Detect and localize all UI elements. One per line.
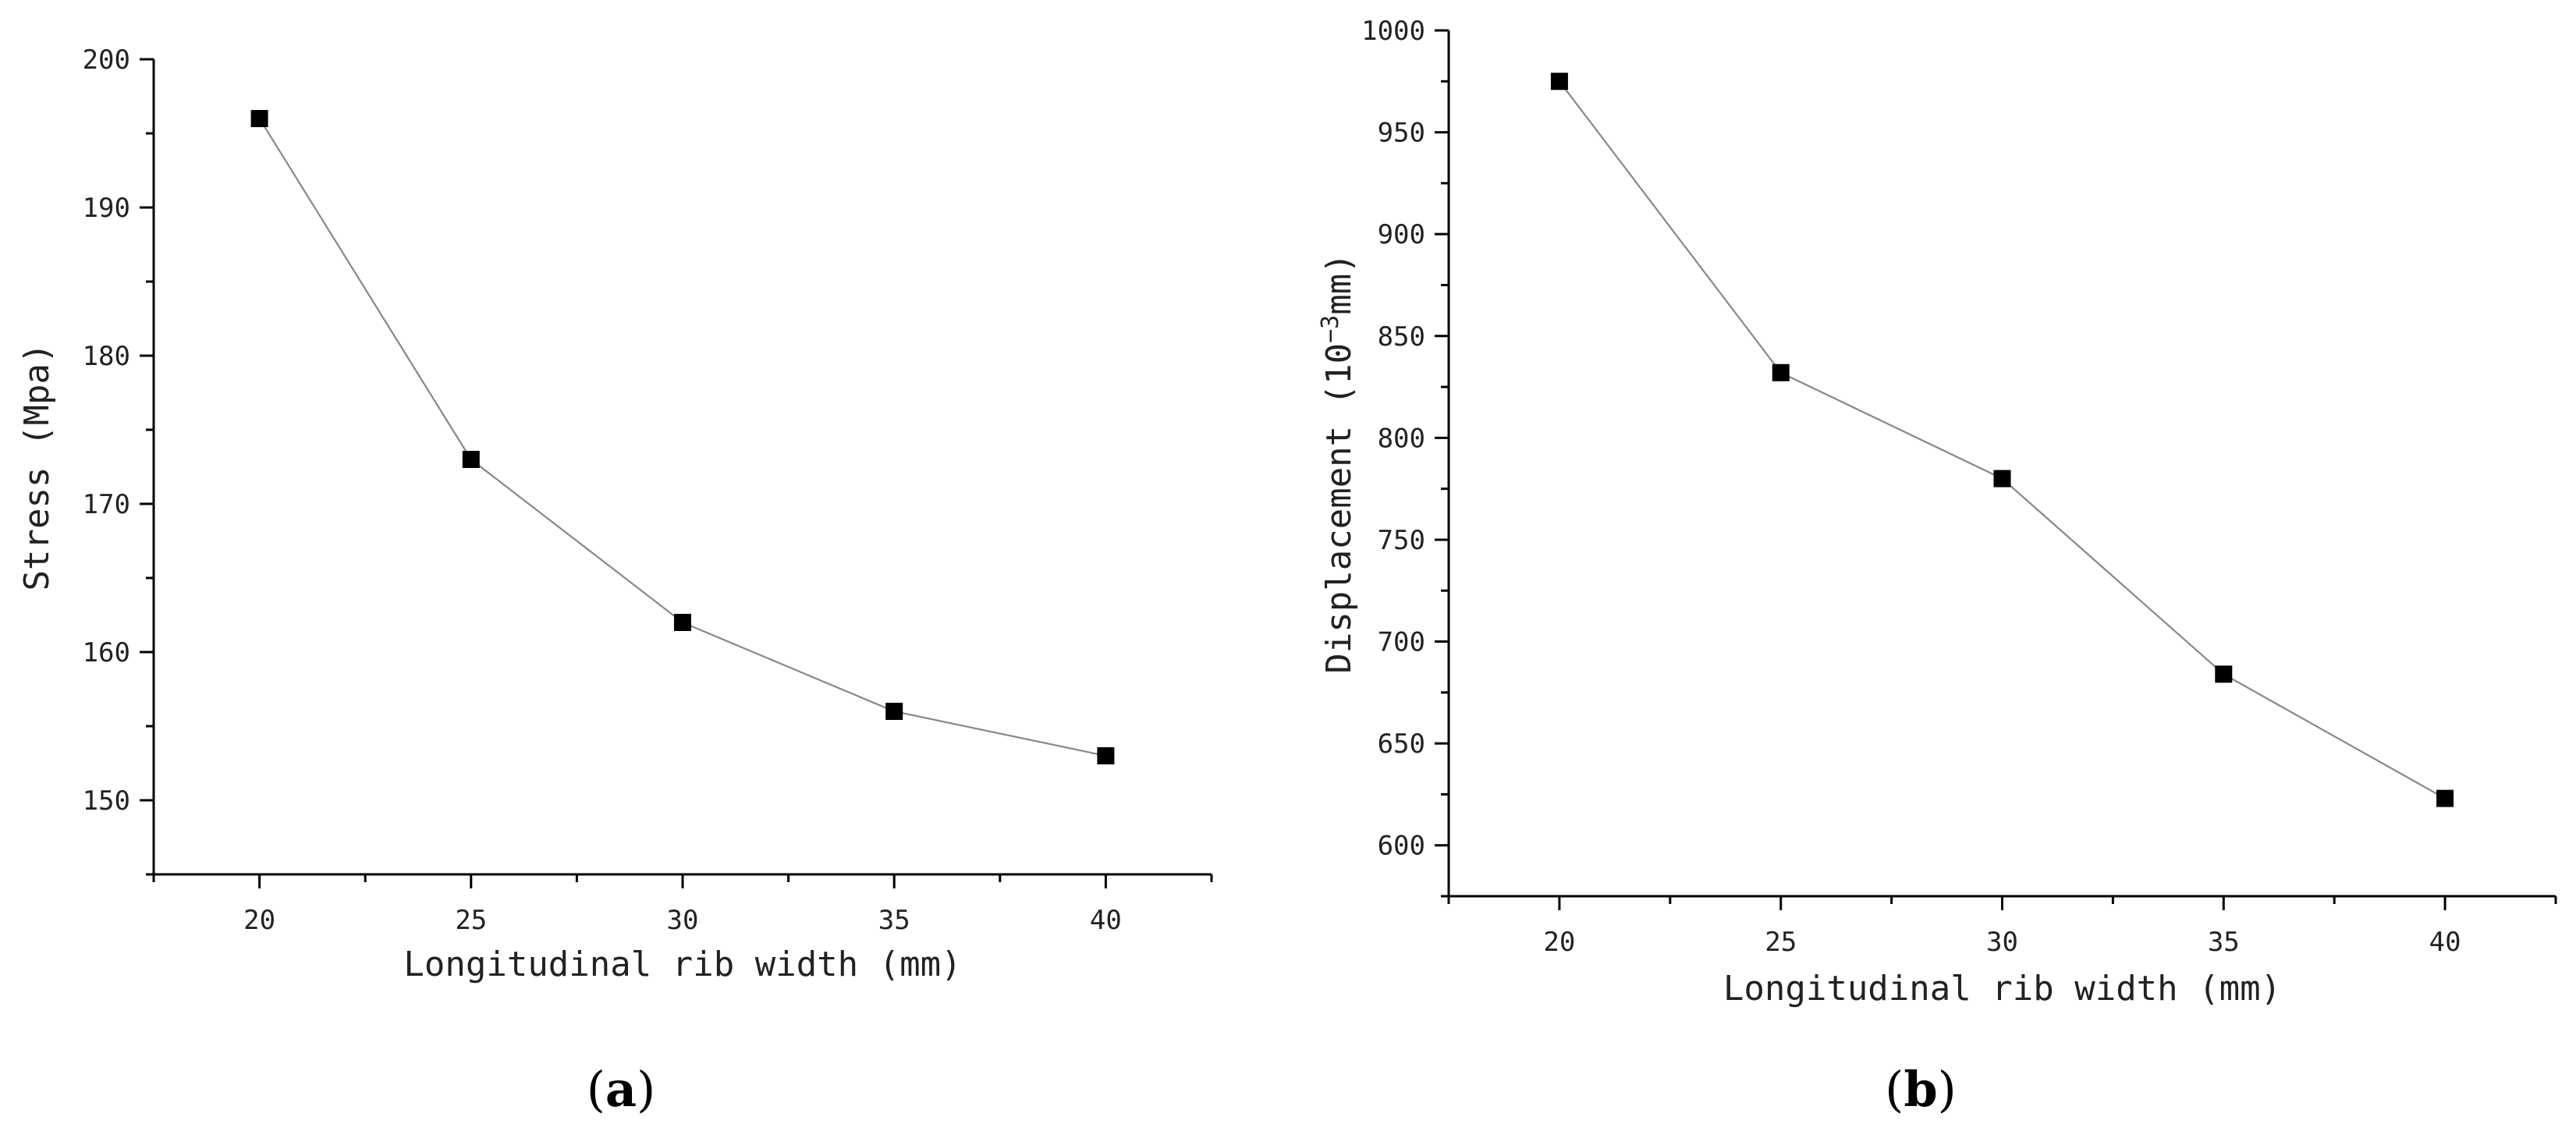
x-tick-label: 40 [1090,905,1122,936]
data-point-marker [250,110,268,127]
data-point-marker [1772,363,1790,381]
y-tick-label: 200 [83,44,130,76]
y-tick-label: 750 [1378,525,1425,556]
data-point-marker [2215,665,2233,683]
caption-b: (b) [1885,1061,1957,1118]
chart-panel-a: 150 160 170 180 190 200 20 25 30 35 40 Longitudinal… [17,44,1213,1118]
y-tick-label: 150 [83,785,130,817]
x-tick-label: 40 [2429,927,2461,958]
y-tick-label: 170 [83,489,130,520]
y-axis-title: Displacement (10−3mm) [1317,253,1359,673]
data-point-marker [674,614,691,631]
x-tick-label: 30 [667,905,699,936]
y-tick-label: 650 [1378,729,1425,760]
displacement-chart: 600 650 700 750 800 850 900 950 1000 20 25 30 35 40 Lo… [1317,16,2557,1009]
y-tick-label: 700 [1378,627,1425,658]
series-line [258,118,1106,757]
x-tick-label: 30 [1986,927,2018,958]
x-axis-title: Longitudinal rib width (mm) [403,945,961,984]
y-tick-label: 160 [83,637,130,668]
data-point-marker [1550,73,1568,90]
series-line [1559,80,2446,799]
stress-chart: 150 160 170 180 190 200 20 25 30 35 40 Longitudinal… [17,44,1213,984]
x-tick-label: 35 [2208,927,2240,958]
data-point-marker [462,451,480,468]
y-tick-label: 900 [1378,219,1425,250]
y-tick-label: 850 [1378,321,1425,353]
y-tick-label: 600 [1378,831,1425,862]
x-tick-label: 25 [1765,927,1797,958]
x-axis-title: Longitudinal rib width (mm) [1723,969,2281,1009]
x-tick-label: 20 [1543,927,1575,958]
y-tick-label: 950 [1378,118,1425,149]
x-tick-label: 25 [455,905,487,936]
data-point-marker [885,703,903,720]
x-tick-label: 35 [878,905,910,936]
chart-panel-b: 600 650 700 750 800 850 900 950 1000 20 25 30 35 40 Lo… [1288,0,2576,1138]
y-tick-label: 190 [83,193,130,224]
y-tick-label: 180 [83,341,130,372]
data-point-marker [1097,747,1115,764]
caption-a: (a) [586,1061,656,1118]
y-tick-label: 800 [1378,423,1425,454]
x-tick-label: 20 [243,905,275,936]
data-point-marker [2436,789,2454,807]
y-axis-title: Stress (Mpa) [17,343,57,591]
data-point-marker [1993,470,2011,487]
y-tick-label: 1000 [1361,16,1425,47]
